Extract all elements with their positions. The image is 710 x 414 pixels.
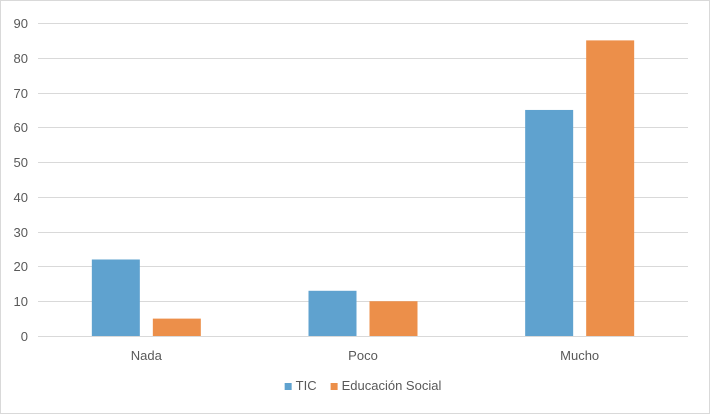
bar-mucho-series-1 xyxy=(586,40,635,337)
legend-label: TIC xyxy=(296,378,317,393)
x-tick-label: Mucho xyxy=(560,348,599,363)
y-tick-label: 0 xyxy=(21,329,28,344)
y-tick-label: 70 xyxy=(14,86,28,101)
bar-nada-series-1 xyxy=(152,318,201,336)
y-axis-ticks: 0 10 20 30 40 50 60 70 80 90 xyxy=(14,16,28,344)
y-tick-label: 60 xyxy=(14,120,28,135)
bars xyxy=(91,40,635,337)
bar-nada-series-0 xyxy=(91,259,140,336)
x-tick-label: Nada xyxy=(131,348,163,363)
y-tick-label: 10 xyxy=(14,294,28,309)
y-tick-label: 20 xyxy=(14,259,28,274)
y-tick-label: 90 xyxy=(14,16,28,31)
gridlines xyxy=(38,23,688,302)
bar-poco-series-0 xyxy=(308,290,357,336)
y-tick-label: 30 xyxy=(14,225,28,240)
x-axis-ticks: Nada Poco Mucho xyxy=(131,348,599,363)
legend-swatch xyxy=(284,383,292,390)
bar-poco-series-1 xyxy=(369,301,418,336)
legend: TIC Educación Social xyxy=(284,378,442,393)
legend-swatch xyxy=(330,383,338,390)
legend-label: Educación Social xyxy=(342,378,442,393)
y-tick-label: 40 xyxy=(14,190,28,205)
legend-item: TIC xyxy=(284,378,317,393)
x-tick-label: Poco xyxy=(348,348,378,363)
bar-mucho-series-0 xyxy=(525,109,574,336)
y-tick-label: 50 xyxy=(14,155,28,170)
legend-item: Educación Social xyxy=(330,378,442,393)
y-tick-label: 80 xyxy=(14,51,28,66)
